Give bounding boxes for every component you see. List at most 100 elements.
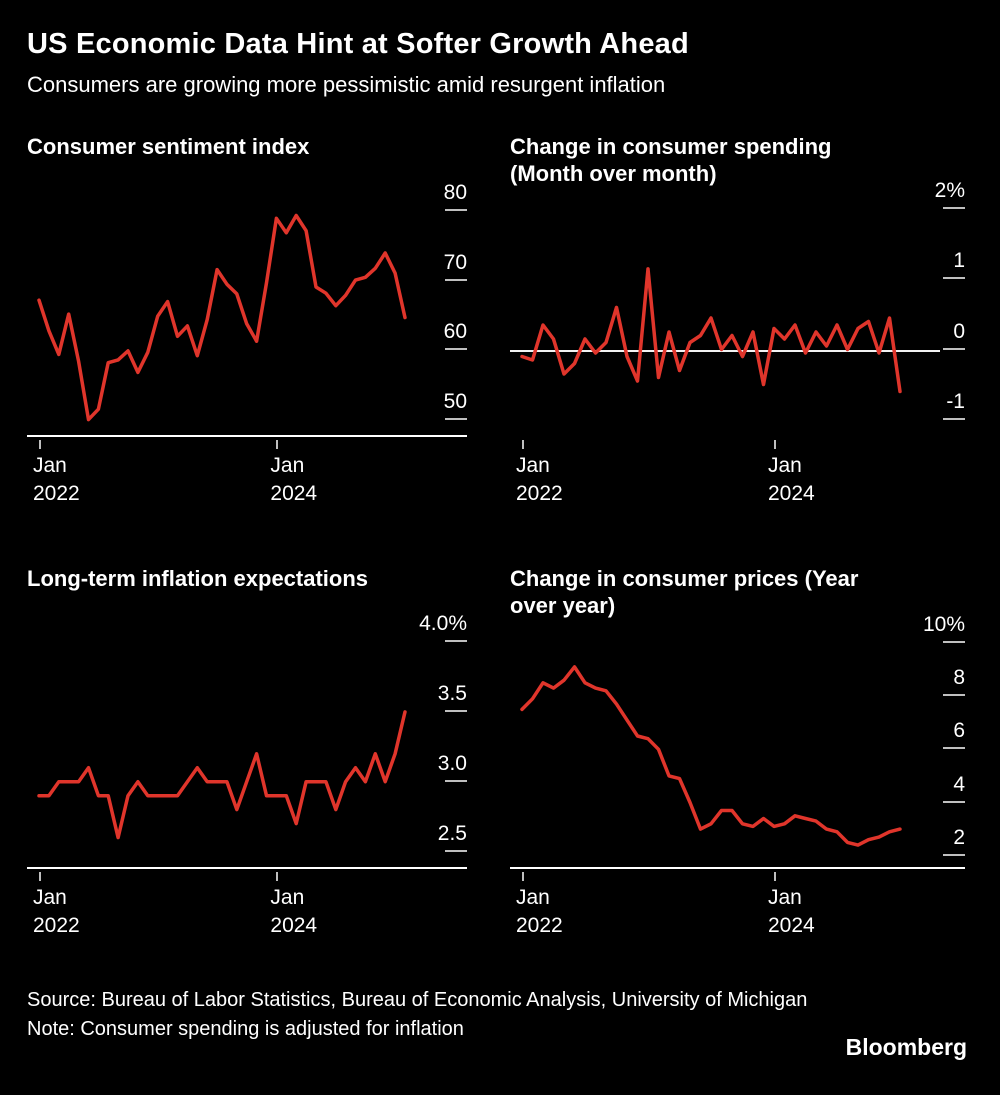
x-axis: Jan 2022 Jan 2024 (510, 437, 965, 507)
y-tick-mark (943, 277, 965, 280)
y-tick-label: 50 (443, 389, 467, 413)
y-tick: 50 (444, 390, 467, 420)
y-tick-mark (445, 417, 467, 420)
y-tick: 10% (923, 613, 965, 643)
x-tick-label: Jan 2024 (270, 454, 318, 505)
line-series (520, 267, 902, 394)
chart-title: Long-term inflation expectations (27, 565, 467, 619)
y-tick: 70 (444, 251, 467, 281)
source-note: Source: Bureau of Labor Statistics, Bure… (27, 989, 808, 1011)
x-axis: Jan 2022 Jan 2024 (27, 437, 467, 507)
plot-area: 4.0% 3.5 3.0 2.5 Jan 2022 Jan 2024 (27, 612, 467, 939)
chart-title-line: over year) (510, 593, 616, 618)
y-tick-mark (445, 348, 467, 351)
x-axis: Jan 2022 Jan 2024 (27, 869, 467, 939)
y-tick: 8 (943, 666, 965, 697)
y-tick-label: 0 (953, 319, 965, 343)
y-tick-label: 60 (443, 320, 467, 344)
y-tick-label: -1 (946, 389, 965, 413)
y-tick-label: 70 (443, 250, 467, 274)
footer: Source: Bureau of Labor Statistics, Bure… (27, 986, 807, 1043)
y-tick-label: 2.5 (437, 821, 467, 845)
y-tick-mark (943, 800, 965, 803)
y-tick-mark (445, 278, 467, 281)
x-tick-mark (774, 872, 776, 881)
chart-consumer-prices: Change in consumer prices (Year over yea… (510, 565, 965, 939)
y-tick: 1 (943, 249, 965, 280)
chart-title: Change in consumer prices (Year over yea… (510, 565, 965, 619)
chart-consumer-spending: Change in consumer spending (Month over … (510, 133, 965, 507)
chart-title-line: (Month over month) (510, 161, 717, 186)
x-tick-label: Jan 2022 (516, 454, 563, 505)
plot-area: 10% 8 6 4 2 Jan 2022 Jan 2024 (510, 613, 965, 939)
y-tick: -1 (943, 390, 965, 420)
x-axis-line (510, 867, 965, 869)
y-tick-label: 6 (953, 719, 965, 743)
x-tick-mark (522, 440, 524, 449)
x-axis-line (27, 435, 467, 437)
y-tick-mark (445, 640, 467, 642)
chart-title: Change in consumer spending (Month over … (510, 133, 965, 187)
y-tick: 60 (443, 320, 467, 351)
y-axis: 2% 1 0 -1 (895, 179, 965, 437)
chart-title-line: Long-term inflation expectations (27, 566, 369, 591)
x-tick-mark (39, 872, 41, 881)
y-tick: 2% (935, 179, 965, 210)
y-tick: 4.0% (419, 612, 467, 642)
y-tick: 3.0 (438, 752, 467, 782)
x-tick-label: Jan 2024 (768, 454, 815, 505)
page-subtitle: Consumers are growing more pessimistic a… (27, 72, 666, 97)
chart-title-line: Change in consumer prices (Year (510, 566, 859, 591)
x-tick-mark (39, 440, 41, 449)
x-tick-mark (276, 440, 279, 449)
line-series (520, 665, 902, 847)
y-tick-label: 2 (953, 825, 965, 849)
y-tick-label: 80 (443, 181, 467, 205)
y-tick: 3.5 (438, 682, 467, 712)
x-tick-label: Jan 2022 (33, 886, 80, 937)
y-tick: 6 (943, 719, 965, 750)
y-tick-label: 3.0 (437, 751, 467, 775)
chart-inflation-expectations: Long-term inflation expectations 4.0% 3.5… (27, 565, 467, 939)
chart-title-line: Consumer sentiment index (27, 134, 310, 159)
x-tick-label: Jan 2022 (33, 454, 80, 505)
y-tick-label: 1 (953, 249, 965, 273)
y-tick: 0 (943, 320, 965, 350)
y-tick-mark (943, 640, 965, 643)
line-series (37, 213, 407, 422)
y-tick-mark (445, 779, 467, 782)
y-tick-mark (943, 747, 965, 750)
y-tick-mark (943, 347, 965, 350)
x-axis-line (27, 867, 467, 869)
y-tick-mark (943, 207, 965, 210)
y-tick-label: 10% (922, 612, 965, 636)
y-tick-mark (943, 694, 965, 697)
page-title: US Economic Data Hint at Softer Growth A… (27, 28, 689, 60)
y-tick-label: 3.5 (437, 681, 467, 705)
y-tick: 4 (943, 773, 965, 803)
y-tick-mark (445, 709, 467, 712)
y-tick-mark (943, 853, 965, 856)
y-tick-label: 8 (953, 666, 965, 690)
y-tick-mark (943, 417, 965, 420)
y-tick-mark (445, 849, 467, 852)
plot-area: 2% 1 0 -1 Jan 2022 Jan 2024 (510, 179, 965, 507)
x-tick-mark (276, 872, 279, 881)
y-tick-mark (445, 209, 467, 212)
y-tick: 2.5 (438, 822, 467, 852)
plot-area: 80 70 60 50 Jan 2022 Jan 2024 (27, 181, 467, 507)
y-axis: 4.0% 3.5 3.0 2.5 (397, 612, 467, 869)
x-axis: Jan 2022 Jan 2024 (510, 869, 965, 939)
x-tick-label: Jan 2024 (270, 886, 318, 937)
x-tick-mark (522, 872, 524, 881)
x-tick-label: Jan 2022 (516, 886, 563, 937)
zero-axis-line (510, 349, 940, 352)
y-tick: 2 (943, 826, 965, 856)
line-series (37, 710, 407, 840)
data-note: Note: Consumer spending is adjusted for … (27, 1018, 464, 1040)
bloomberg-logo: Bloomberg (845, 1034, 967, 1060)
chart-title-line: Change in consumer spending (510, 134, 832, 159)
y-axis: 80 70 60 50 (397, 181, 467, 437)
chart-title: Consumer sentiment index (27, 133, 467, 187)
